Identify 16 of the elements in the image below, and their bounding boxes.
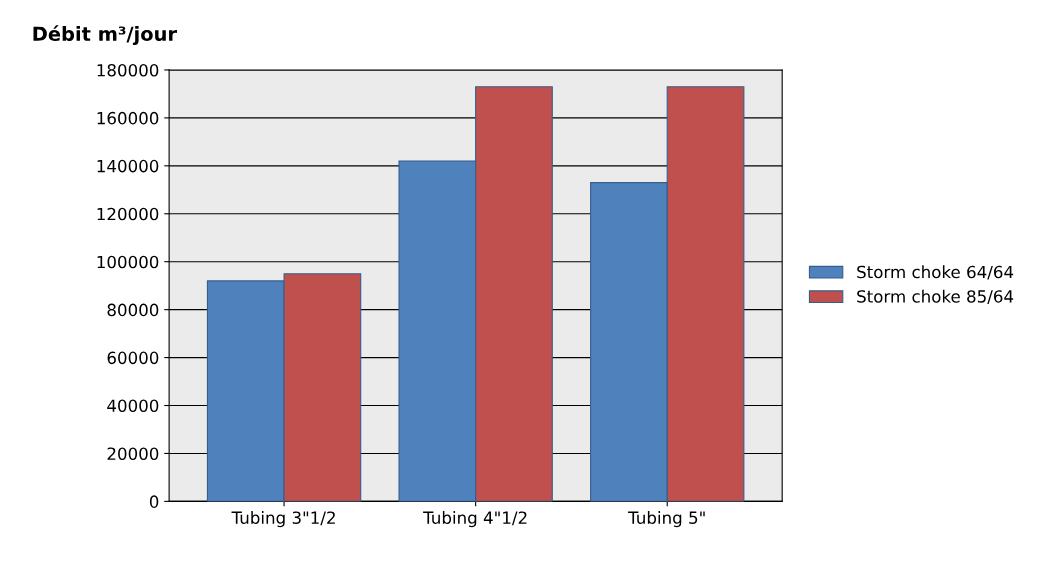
y-axis-title: Débit m³/jour bbox=[33, 25, 177, 46]
y-tick-label: 60000 bbox=[107, 351, 159, 365]
legend-label: Storm choke 64/64 bbox=[857, 265, 1014, 280]
y-tick-label: 180000 bbox=[97, 63, 159, 77]
x-tick-label: Tubing 4"1/2 bbox=[423, 511, 527, 528]
x-tick-label: Tubing 5" bbox=[628, 511, 705, 528]
legend-label: Storm choke 85/64 bbox=[857, 289, 1014, 305]
y-tick-label: 80000 bbox=[107, 303, 159, 317]
y-tick-label: 20000 bbox=[107, 447, 159, 461]
y-tick-label: 0 bbox=[149, 495, 159, 508]
y-tick-label: 140000 bbox=[97, 159, 159, 173]
y-tick-label: 120000 bbox=[97, 207, 159, 221]
y-tick-label: 40000 bbox=[107, 399, 159, 413]
x-tick-label: Tubing 3"1/2 bbox=[231, 511, 335, 528]
y-tick-label: 100000 bbox=[97, 255, 159, 269]
y-tick-label: 160000 bbox=[97, 111, 159, 125]
